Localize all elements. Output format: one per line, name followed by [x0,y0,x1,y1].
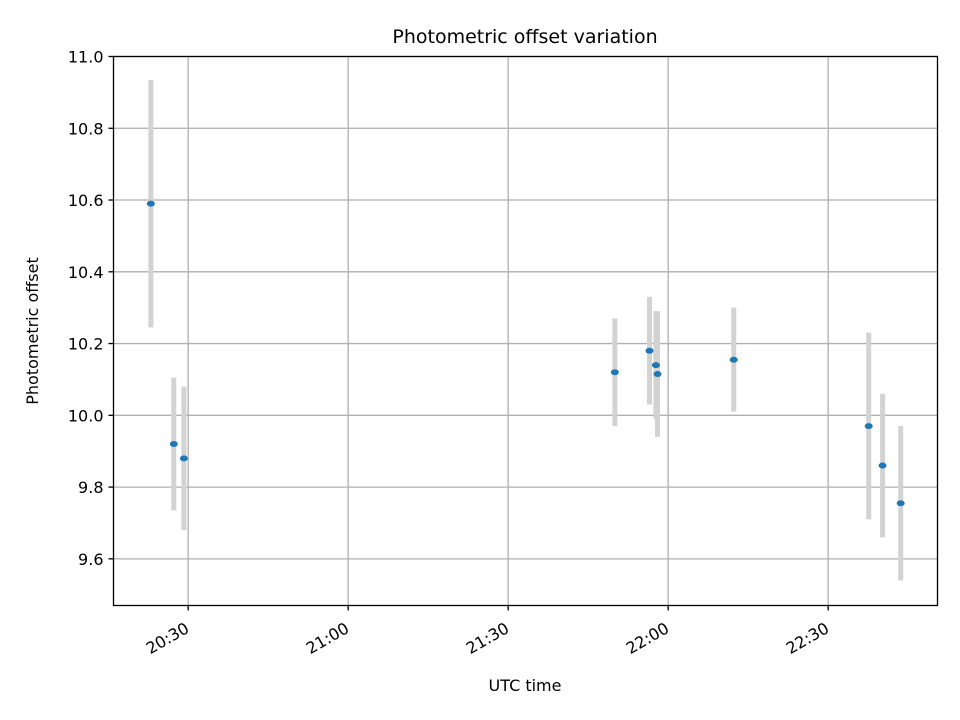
data-point [878,462,887,469]
y-tick-label: 10.8 [68,119,104,138]
y-axis-label: Photometric offset [23,257,42,405]
y-tick-label: 9.6 [78,550,103,569]
y-tick-label: 10.0 [68,406,104,425]
data-point [146,200,155,207]
y-tick-label: 9.8 [78,478,103,497]
data-point [645,347,654,354]
plot-frame [112,55,939,607]
data-point [179,455,188,462]
x-axis-label: UTC time [489,676,562,695]
data-points [146,200,905,507]
y-tick-label: 10.6 [68,191,104,210]
data-point [651,362,660,369]
data-point [653,371,662,378]
data-point [610,369,619,376]
data-point [864,423,873,430]
data-point [729,356,738,363]
y-tick-label: 10.4 [68,263,104,282]
data-point [896,500,905,507]
y-tick-label: 11.0 [68,48,104,67]
y-tick-label: 10.2 [68,335,104,354]
chart-title: Photometric offset variation [392,26,657,48]
data-point [169,441,178,448]
